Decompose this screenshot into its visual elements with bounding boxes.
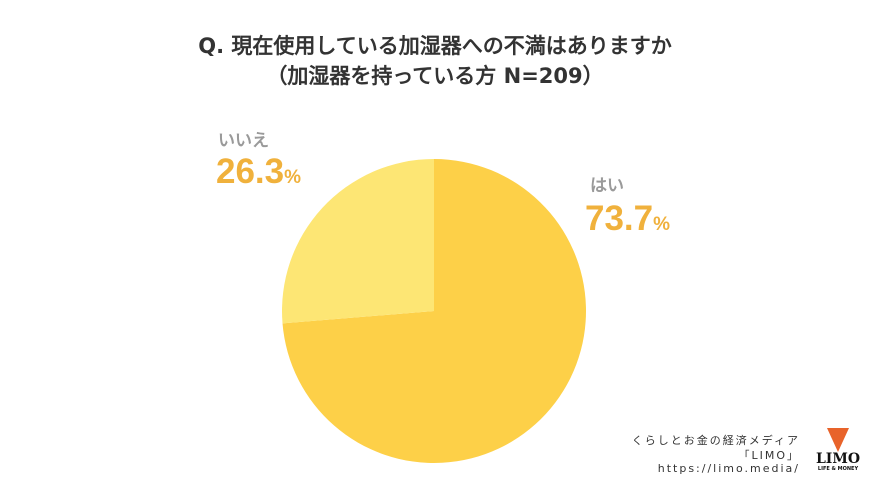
logo-sub: LIFE & MONEY <box>817 466 859 472</box>
chart-subtitle: （加湿器を持っている方 N=209） <box>266 64 604 88</box>
value-no: 26.3% <box>216 152 301 192</box>
credit-line1: くらしとお金の経済メディア <box>631 434 800 447</box>
label-no: いいえ <box>218 131 269 151</box>
credit-url: https://limo.media/ <box>657 462 800 475</box>
logo-name: LIMO <box>815 451 861 467</box>
pie-slice-no <box>281 159 434 324</box>
logo-mark-icon <box>827 428 849 452</box>
unit: % <box>653 214 671 235</box>
chart-title: Q. 現在使用している加湿器への不満はありますか <box>198 34 672 58</box>
pie-slice-yes <box>282 159 587 463</box>
value-yes: 73.7% <box>585 199 670 239</box>
credit-line2: 「LIMO」 <box>738 449 800 462</box>
value-yes-number: 73.7 <box>585 199 654 238</box>
label-yes: はい <box>590 176 624 196</box>
value-no-number: 26.3 <box>216 152 285 191</box>
unit: % <box>284 167 302 188</box>
limo-logo: LIMO LIFE & MONEY <box>815 428 861 472</box>
